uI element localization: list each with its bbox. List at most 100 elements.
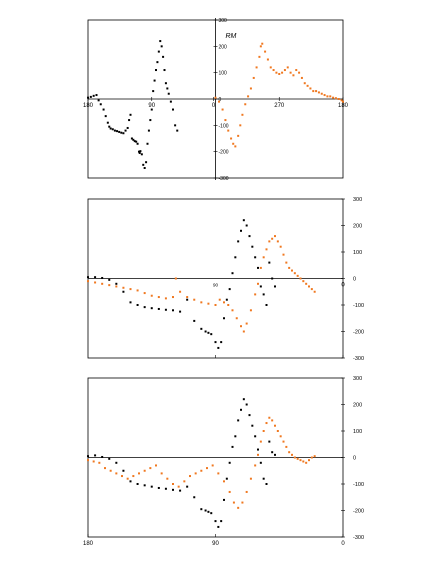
data-point (101, 282, 104, 285)
data-point (332, 96, 335, 99)
data-point (259, 266, 262, 269)
data-point (87, 96, 89, 99)
data-point (172, 483, 174, 485)
data-point (234, 435, 237, 438)
data-point (102, 108, 105, 111)
data-point (258, 55, 261, 58)
data-point (189, 475, 191, 478)
data-point (115, 461, 118, 464)
data-point (218, 298, 221, 301)
data-point (139, 150, 142, 153)
data-point (254, 464, 257, 467)
data-point (242, 330, 245, 333)
data-point (108, 457, 111, 460)
data-point (231, 272, 234, 275)
data-point (172, 296, 174, 299)
data-point (309, 87, 312, 90)
data-point (279, 245, 282, 248)
data-point (183, 480, 186, 483)
data-point (310, 288, 313, 291)
data-point (94, 281, 97, 284)
data-point (289, 71, 292, 74)
data-point (214, 341, 217, 344)
data-point (274, 424, 276, 427)
data-point (126, 126, 129, 129)
data-point (274, 453, 276, 456)
data-point (164, 82, 167, 85)
data-point (257, 448, 259, 451)
data-point (164, 487, 167, 490)
data-point (157, 307, 160, 310)
data-point (240, 408, 242, 411)
data-point (285, 445, 288, 448)
data-point (239, 124, 242, 127)
data-point (320, 92, 323, 95)
data-point (166, 87, 169, 90)
data-point (326, 95, 329, 98)
data-point (99, 103, 102, 106)
data-point (106, 121, 109, 124)
data-point (224, 119, 227, 122)
data-point (172, 488, 174, 491)
data-point (143, 484, 146, 487)
data-point (152, 90, 155, 93)
data-point (245, 490, 248, 493)
data-point (291, 269, 293, 272)
data-point (126, 477, 129, 480)
data-point (281, 71, 284, 74)
y-tick-label: 0 (353, 277, 356, 283)
data-point (237, 134, 240, 137)
data-point (248, 235, 251, 238)
data-point (268, 261, 271, 264)
data-point (223, 498, 225, 501)
data-point (138, 472, 140, 475)
rm-annotation: RM (226, 33, 237, 40)
data-point (259, 440, 262, 443)
y-tick-label: 200 (219, 44, 228, 50)
data-point (217, 346, 220, 349)
y-tick-label: -300 (353, 356, 364, 362)
data-point (234, 256, 237, 259)
data-point (342, 100, 344, 103)
data-point (153, 79, 156, 82)
data-point (308, 285, 310, 288)
data-point (136, 289, 139, 292)
data-point (259, 285, 262, 288)
data-point (235, 317, 238, 320)
data-point (122, 290, 125, 293)
data-point (98, 461, 101, 464)
data-point (162, 55, 165, 58)
data-point (132, 138, 135, 141)
data-point (164, 297, 167, 300)
data-point (271, 451, 274, 454)
data-point (237, 506, 240, 509)
data-point (266, 58, 269, 61)
data-point (241, 113, 244, 116)
data-point (149, 119, 152, 122)
y-tick-label: -200 (353, 330, 364, 336)
data-point (259, 45, 262, 48)
data-point (150, 108, 153, 111)
data-point (172, 108, 174, 111)
x-tick-label: 90 (213, 283, 219, 288)
data-point (241, 501, 244, 504)
data-point (200, 508, 203, 511)
data-point (124, 129, 127, 132)
data-point (166, 477, 169, 480)
data-point (167, 92, 170, 95)
data-point (174, 277, 177, 280)
data-point (259, 461, 262, 464)
data-point (94, 454, 97, 457)
data-point (95, 94, 98, 97)
y-tick-label: -100 (353, 482, 364, 488)
data-point (172, 309, 174, 312)
data-point (204, 330, 207, 333)
data-point (340, 99, 343, 102)
data-point (255, 66, 258, 69)
data-point (305, 461, 308, 464)
data-point (225, 477, 228, 480)
data-point (227, 304, 230, 306)
data-point (87, 280, 89, 283)
data-point (334, 97, 337, 100)
data-point (286, 66, 289, 69)
